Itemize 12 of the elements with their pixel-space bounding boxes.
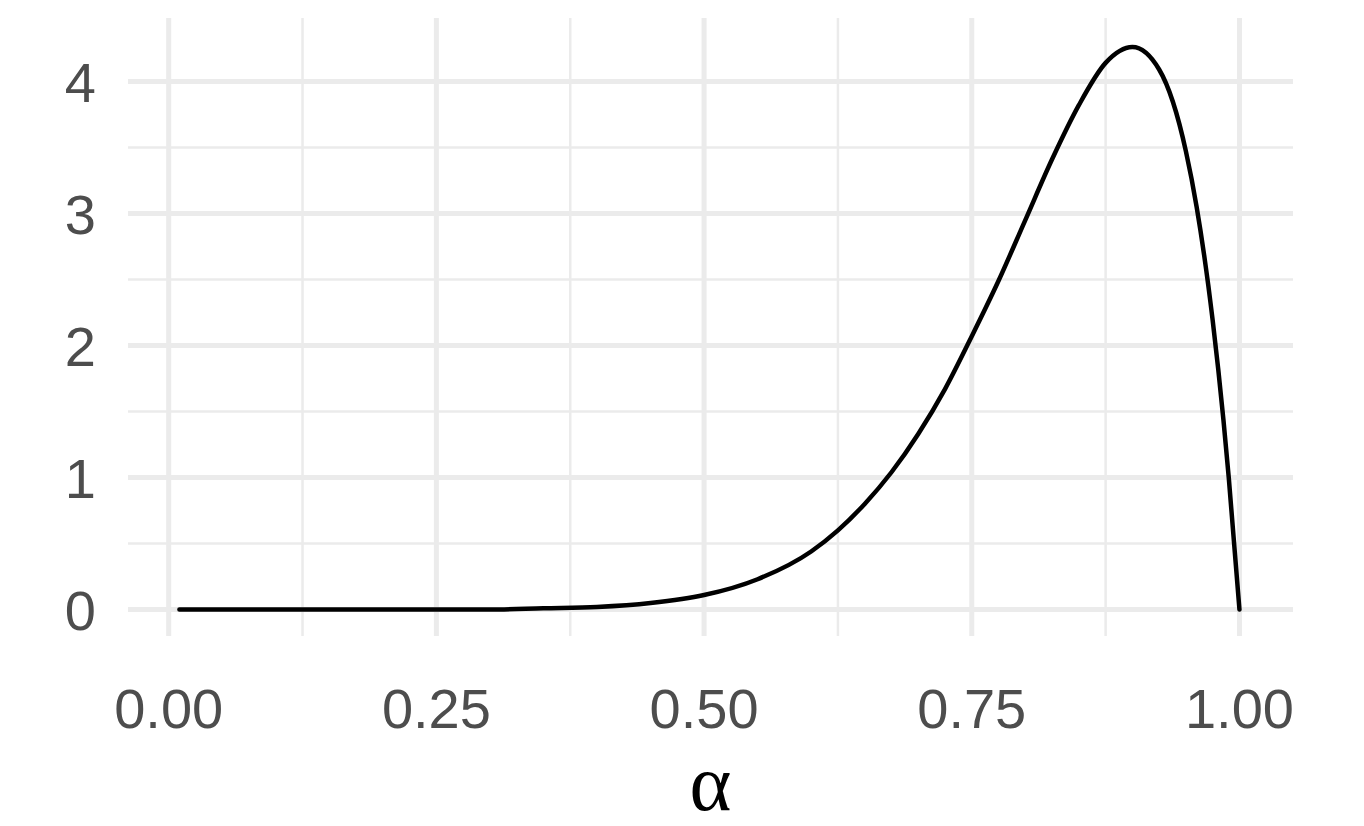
line-series	[177, 44, 1242, 612]
x-tick-label: 0.50	[649, 677, 759, 740]
y-tick-label: 4	[64, 50, 96, 114]
y-tick-label: 1	[64, 446, 96, 510]
y-tick-label: 2	[64, 314, 96, 378]
x-tick-label: 1.00	[1184, 677, 1294, 740]
y-tick-label: 0	[64, 578, 96, 642]
x-tick-label: 0.25	[381, 677, 491, 740]
x-tick-label: 0.75	[917, 677, 1027, 740]
y-tick-label: 3	[64, 182, 96, 246]
x-axis-title: α	[689, 739, 732, 826]
x-tick-label: 0.00	[114, 677, 224, 740]
